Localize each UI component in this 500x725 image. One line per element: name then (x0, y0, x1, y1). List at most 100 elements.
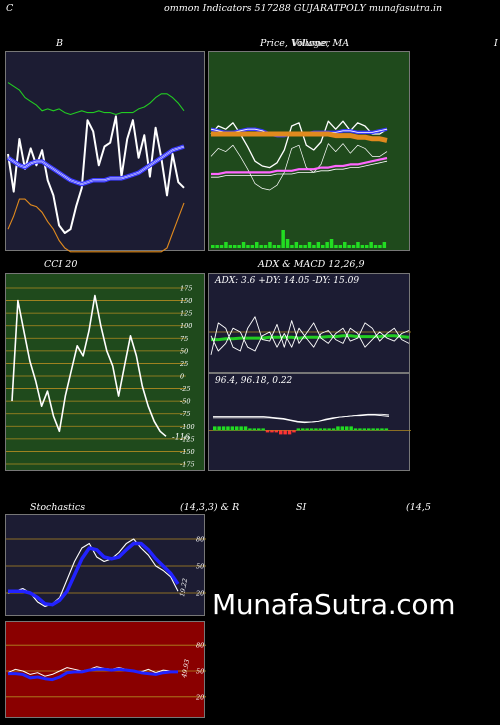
adx-values: ADX: 3.6 +DY: 14.05 -DY: 15.09 (215, 276, 360, 286)
rsi-chart: 80 50 20 49.93 (6, 642, 206, 701)
macd-histogram-bar (371, 428, 375, 431)
stoch-tick-label: 50 (196, 563, 204, 571)
volume-bar (294, 242, 299, 248)
bb-upper-line (7, 82, 185, 116)
macd-histogram-bar (331, 428, 336, 431)
macd-histogram-bar (345, 426, 349, 431)
volume-bar (255, 242, 259, 248)
volume-bar (351, 245, 356, 248)
stochastics-params: (14,3,3) & R (180, 502, 240, 513)
macd-histogram-bar (248, 428, 252, 431)
macd-signal-line (213, 413, 390, 423)
rsi-label: SI (296, 502, 307, 513)
stoch-tick-label: 80 (196, 536, 204, 544)
macd-histogram-bar (217, 426, 221, 431)
stochastics-label: Stochastics (30, 502, 86, 513)
rsi-current-value: 49.93 (180, 659, 191, 680)
volume-bar (356, 242, 360, 248)
cci-tick-label: 100 (180, 322, 192, 330)
bb-price-line (7, 115, 185, 234)
rsi-tick-label: 50 (196, 668, 204, 676)
cci-tick-label: 25 (179, 360, 188, 368)
price-close-line (210, 120, 388, 169)
volume-bar (250, 245, 255, 248)
adx-line (211, 334, 410, 342)
volume-bar (246, 245, 250, 248)
volume-bar (307, 242, 312, 248)
adx-panel: ADX: 3.6 +DY: 14.05 -DY: 15.09 (208, 273, 411, 373)
volume-bar (224, 242, 228, 248)
adx-macd-label: ADX & MACD 12,26,9 (258, 259, 365, 270)
macd-histogram-bar (226, 426, 230, 431)
volume-bar (365, 245, 369, 248)
macd-histogram-bar (221, 426, 226, 431)
right-edge-letter: I (494, 38, 498, 49)
volume-bar (382, 242, 387, 248)
rsi-tick-label: 20 (195, 693, 204, 701)
cci-tick-label: 50 (180, 347, 188, 355)
volume-bar (325, 242, 329, 248)
macd-histogram-bar (252, 428, 257, 431)
volume-bar (219, 245, 224, 248)
cci-tick-label: 125 (180, 310, 192, 318)
bb-middle-band-inner (7, 146, 185, 185)
cci-tick-label: 150 (180, 297, 192, 305)
volume-bar (241, 242, 246, 248)
adx-minus_di-line (210, 327, 410, 352)
volume-bar (347, 245, 351, 248)
rsi-line (7, 666, 179, 677)
macd-histogram-bar (265, 430, 270, 433)
macd-histogram-bar (309, 428, 314, 431)
macd-histogram-bar (380, 428, 384, 431)
volume-bar (334, 245, 338, 248)
stoch-tick-label: 20 (195, 590, 204, 598)
price-ma-orange-line (211, 131, 388, 143)
cci-chart: 175 150 125 100 75 50 25 0 -25 -50 -75 -100 -125 -150… (6, 285, 195, 469)
volume-bar (259, 245, 263, 248)
cci-tick-label: -25 (180, 385, 190, 393)
macd-histogram-bar (318, 428, 323, 431)
macd-histogram-bar (375, 428, 380, 431)
volume-bar (378, 245, 382, 248)
stochastics-panel: 80 50 20 19.22 (5, 514, 206, 616)
macd-histogram-bar (305, 428, 309, 431)
volume-bar (316, 242, 321, 248)
volume-bar (343, 242, 347, 248)
volume-bar (321, 245, 325, 248)
volume-bar (211, 245, 215, 248)
cci-tick-label: 0 (180, 373, 184, 381)
volume-bar (303, 245, 307, 248)
macd-histogram-bar (230, 426, 235, 431)
volume-bar (277, 245, 281, 248)
macd-histogram-bar (358, 428, 362, 431)
volume-bar (215, 245, 219, 248)
rsi-panel: 80 50 20 49.93 (5, 621, 206, 718)
cci-tick-label: -75 (180, 410, 190, 418)
volume-bar (299, 245, 303, 248)
stoch-current-value: 19.22 (178, 578, 189, 598)
volume-bar (233, 245, 237, 248)
cci-tick-label: 75 (180, 335, 188, 343)
macd-histogram-bar (340, 426, 345, 431)
price-ma-pink-shadow (211, 160, 388, 178)
macd-histogram-bar (270, 430, 274, 433)
adx-chart (209, 316, 411, 355)
page-title: ommon Indicators 517288 GUJARATPOLY muna… (164, 3, 443, 14)
volume-bar (272, 245, 277, 248)
bollinger-label: B (56, 38, 63, 49)
volume-bar (285, 239, 290, 248)
macd-histogram-bar (279, 430, 283, 435)
macd-histogram-bar (301, 428, 305, 431)
volume-bar (281, 230, 285, 248)
macd-histogram-bar (323, 428, 327, 431)
cci-tick-label: -175 (180, 461, 195, 469)
macd-histogram-bar (296, 428, 301, 431)
macd-histogram-bar (353, 428, 358, 431)
volume-bar (373, 245, 378, 248)
volume-bar (290, 245, 294, 248)
watermark: MunafaSutra.com (212, 588, 456, 621)
macd-histogram-bar (292, 430, 296, 433)
cci-tick-label: -100 (180, 423, 195, 431)
cci-tick-label: -150 (180, 448, 195, 456)
macd-chart (209, 413, 411, 435)
